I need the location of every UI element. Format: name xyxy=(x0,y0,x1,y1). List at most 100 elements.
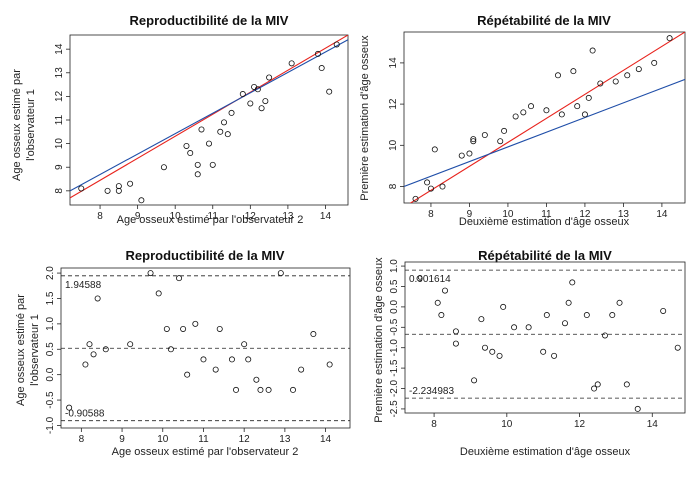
y-axis-label: l'observateur 1 xyxy=(29,314,41,386)
data-point xyxy=(481,132,488,139)
data-point xyxy=(183,142,190,149)
chart-panel-p4: Répétabilité de la MIV 8 10 12 14 -2.5 -2.0 -1.… xyxy=(373,248,686,458)
data-point xyxy=(570,68,577,75)
data-point xyxy=(254,86,261,93)
data-point xyxy=(471,377,478,384)
x-axis-label: Deuxième estimation d'âge osseux xyxy=(460,446,631,458)
chart-title: Répétabilité de la MIV xyxy=(477,13,611,28)
data-point xyxy=(452,340,459,347)
x-tick-label: 14 xyxy=(647,419,659,430)
x-axis-label: Age osseux estimé par l'observateur 2 xyxy=(117,214,304,226)
data-point xyxy=(200,356,207,363)
data-point xyxy=(266,74,273,81)
reference-line-label: 0.901614 xyxy=(409,274,451,285)
x-tick-label: 10 xyxy=(502,209,514,220)
y-tick-label: 8 xyxy=(388,183,399,189)
y-tick-label: 12 xyxy=(388,98,399,110)
data-point xyxy=(221,119,228,126)
x-tick-label: 9 xyxy=(119,434,125,445)
y-tick-label: 1.0 xyxy=(45,316,56,330)
x-tick-label: 14 xyxy=(320,211,332,222)
data-point xyxy=(115,187,122,194)
data-point xyxy=(478,316,485,323)
chart-title: Reproductibilité de la MIV xyxy=(126,248,285,263)
data-point xyxy=(265,386,272,393)
data-point xyxy=(528,103,535,110)
data-point xyxy=(558,111,565,118)
data-point xyxy=(147,270,154,277)
data-point xyxy=(612,78,619,85)
x-tick-label: 8 xyxy=(79,434,85,445)
x-tick-label: 13 xyxy=(279,434,291,445)
data-point xyxy=(452,328,459,335)
data-point xyxy=(551,352,558,359)
data-point xyxy=(239,91,246,98)
y-tick-label: 9 xyxy=(54,164,65,170)
data-point xyxy=(569,279,576,286)
data-point xyxy=(155,290,162,297)
data-point xyxy=(616,299,623,306)
data-point xyxy=(470,136,477,143)
data-point xyxy=(439,183,446,190)
x-tick-label: 11 xyxy=(208,211,219,222)
data-point xyxy=(512,113,519,120)
y-tick-label: -0.5 xyxy=(45,391,56,409)
data-point xyxy=(66,404,73,411)
chart-panel-p2: Répétabilité de la MIV 8 9 10 11 12 13 14 8 10 12 1… xyxy=(359,13,686,228)
data-point xyxy=(497,138,504,145)
data-point xyxy=(257,386,264,393)
x-tick-label: 14 xyxy=(656,209,668,220)
x-tick-label: 14 xyxy=(320,434,332,445)
reference-line-label: -2.234983 xyxy=(409,386,454,397)
data-point xyxy=(416,275,423,282)
data-point xyxy=(565,299,572,306)
x-tick-label: 10 xyxy=(157,434,169,445)
data-point xyxy=(228,356,235,363)
y-tick-label: -1.5 xyxy=(389,359,400,377)
data-point xyxy=(290,386,297,393)
data-point xyxy=(583,312,590,319)
data-point xyxy=(431,146,438,153)
data-point xyxy=(470,138,477,145)
y-tick-label: 0.0 xyxy=(389,300,400,314)
data-point xyxy=(458,152,465,159)
data-point xyxy=(217,128,224,135)
x-axis-label: Age osseux estimé par l'observateur 2 xyxy=(112,446,299,458)
x-tick-label: 8 xyxy=(431,419,437,430)
data-point xyxy=(562,320,569,327)
data-point xyxy=(138,197,145,204)
chart-panel-p3: Reproductibilité de la MIV 8 9 10 11 12 13 14 -1… xyxy=(15,248,351,458)
chart-title: Répétabilité de la MIV xyxy=(478,248,612,263)
fit-line-0 xyxy=(409,32,685,203)
data-point xyxy=(127,341,134,348)
data-point xyxy=(102,346,109,353)
data-point xyxy=(318,65,325,72)
data-point xyxy=(412,195,419,202)
data-point xyxy=(251,83,258,90)
y-tick-label: 10 xyxy=(388,139,399,151)
data-point xyxy=(589,47,596,54)
x-tick-label: 10 xyxy=(501,419,513,430)
plot-frame xyxy=(69,34,349,206)
data-point xyxy=(82,361,89,368)
data-point xyxy=(581,111,588,118)
x-tick-label: 11 xyxy=(541,209,552,220)
data-point xyxy=(187,150,194,157)
data-point xyxy=(438,312,445,319)
x-axis-label: Deuxième estimation d'âge osseux xyxy=(459,216,630,228)
data-point xyxy=(224,131,231,138)
y-tick-label: -1.0 xyxy=(45,416,56,434)
plot-frame xyxy=(404,261,686,414)
data-point xyxy=(525,324,532,331)
data-point xyxy=(216,325,223,332)
y-tick-label: 0.5 xyxy=(45,342,56,356)
y-axis-label: Première estimation d'âge osseux xyxy=(359,35,371,201)
reference-line-label: -0.90588 xyxy=(65,409,105,420)
data-point xyxy=(205,140,212,147)
data-point xyxy=(501,127,508,134)
data-point xyxy=(310,331,317,338)
y-axis-label: Age osseux estimé par xyxy=(15,294,27,406)
data-point xyxy=(489,348,496,355)
